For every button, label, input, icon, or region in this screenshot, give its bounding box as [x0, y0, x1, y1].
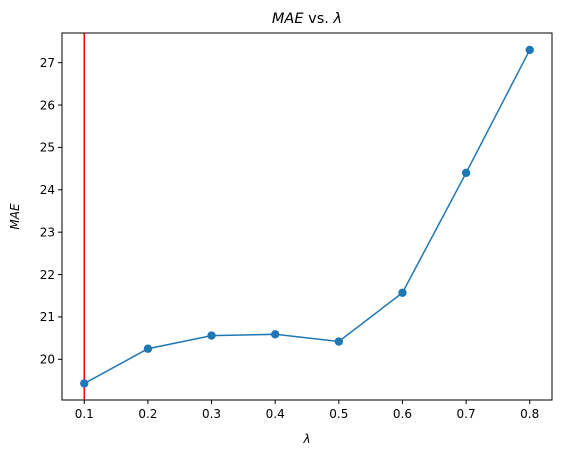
- y-tick-label-2: 22: [40, 268, 55, 282]
- x-tick-label-1: 0.2: [138, 407, 157, 421]
- axes-frame: [61, 32, 553, 401]
- x-tick-label-2: 0.3: [202, 407, 221, 421]
- series-line-0: [83, 49, 531, 385]
- y-tick-label-3: 23: [40, 225, 55, 239]
- x-tick-label-6: 0.7: [457, 407, 476, 421]
- y-tick-label-5: 25: [40, 141, 55, 155]
- chart-title-suffix: λ: [332, 11, 342, 27]
- chart-title-middle: vs.: [304, 11, 334, 27]
- data-point-4: [334, 337, 344, 346]
- chart-title-prefix: MAE: [272, 11, 304, 27]
- x-tick-label-7: 0.8: [520, 407, 539, 421]
- data-point-5: [398, 288, 407, 297]
- x-tick-label-3: 0.4: [266, 407, 285, 421]
- y-axis-label: MAE: [8, 203, 22, 230]
- y-tick-label-4: 24: [40, 183, 55, 197]
- y-tick-label-1: 21: [40, 310, 55, 324]
- x-tick-label-4: 0.5: [329, 407, 348, 421]
- data-point-6: [461, 168, 471, 178]
- chart-title: MAE vs. λ: [272, 11, 342, 27]
- data-point-2: [207, 331, 216, 340]
- x-tick-label-0: 0.1: [75, 407, 94, 421]
- series-layer: [80, 45, 534, 388]
- x-axis-ticks: 0.1 0.2 0.3 0.4 0.5 0.6 0.7 0.8: [75, 400, 539, 421]
- y-tick-label-7: 27: [40, 56, 55, 70]
- y-tick-label-6: 26: [40, 98, 55, 112]
- data-point-0: [80, 379, 89, 388]
- data-point-3: [270, 330, 280, 339]
- data-point-7: [525, 45, 534, 55]
- x-tick-label-5: 0.6: [393, 407, 412, 421]
- x-axis-label: λ: [302, 432, 310, 446]
- y-tick-label-0: 20: [40, 353, 55, 367]
- data-point-1: [143, 344, 153, 353]
- y-axis-ticks: 20 21 22 23 24 25 26 27: [40, 56, 62, 367]
